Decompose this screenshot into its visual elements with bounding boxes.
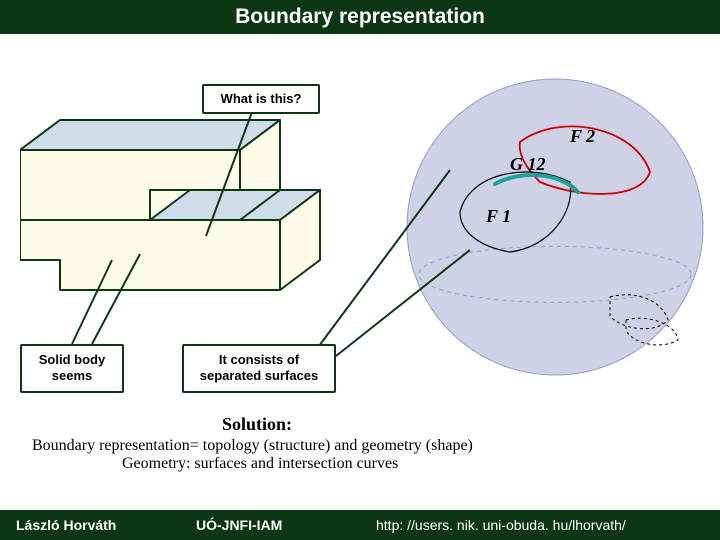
pointer-solid_to_body2 [92, 254, 140, 344]
slide: Boundary representation What is this? So… [0, 0, 720, 540]
solution-line1: Boundary representation= topology (struc… [32, 437, 692, 455]
g12-label: G 12 [510, 154, 546, 175]
solution-block: Solution: Boundary representation= topol… [32, 414, 692, 473]
callout-what-text: What is this? [221, 91, 302, 106]
f2-label: F 2 [570, 126, 595, 147]
solution-heading: Solution: [222, 414, 692, 435]
pointer-solid_to_body [72, 260, 112, 344]
callout-solid-text: Solid body seems [39, 352, 105, 383]
solution-line2: Geometry: surfaces and intersection curv… [122, 455, 692, 473]
f1-label: F 1 [486, 206, 511, 227]
callout-sep-text: It consists of separated surfaces [200, 352, 319, 383]
pointer-what_to_solid [206, 112, 252, 236]
footer-org: UÓ-JNFI-IAM [196, 517, 376, 533]
pointer-sep_to_sphere [336, 250, 470, 356]
footer-author: László Horváth [16, 517, 196, 533]
callout-what-is-this: What is this? [202, 84, 320, 114]
pointer-sep_to_sphere2 [316, 170, 450, 350]
callout-solid-body: Solid body seems [20, 344, 124, 393]
callout-separated-surfaces: It consists of separated surfaces [182, 344, 336, 393]
footer-url: http: //users. nik. uni-obuda. hu/lhorva… [376, 517, 704, 533]
footer-bar: László Horváth UÓ-JNFI-IAM http: //users… [0, 510, 720, 540]
